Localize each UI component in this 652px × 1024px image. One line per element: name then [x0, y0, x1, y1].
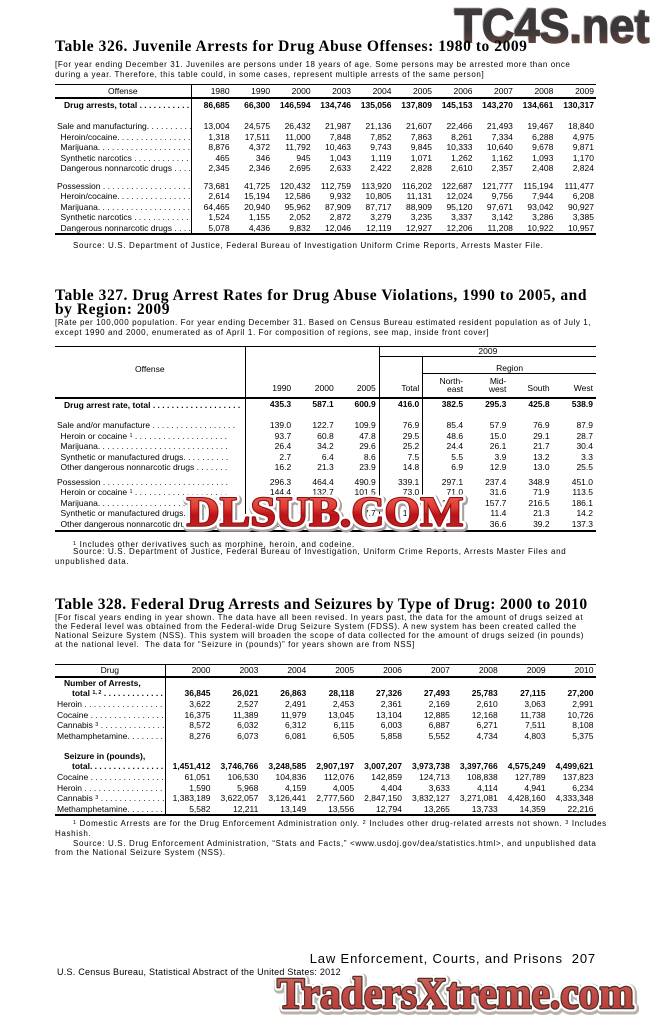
svg-text:TC4S.net: TC4S.net — [455, 1, 650, 48]
svg-text:DLSUB.COM: DLSUB.COM — [187, 490, 464, 536]
svg-text:TradersXtreme.com: TradersXtreme.com — [277, 972, 634, 1018]
svg-text:DLSUB.COM: DLSUB.COM — [188, 491, 465, 538]
svg-text:DLSUB.COM: DLSUB.COM — [187, 490, 464, 536]
svg-text:TC4S.net: TC4S.net — [453, 1, 648, 48]
svg-text:TradersXtreme.com: TradersXtreme.com — [277, 972, 634, 1018]
svg-text:TradersXtreme.com: TradersXtreme.com — [278, 972, 635, 1020]
